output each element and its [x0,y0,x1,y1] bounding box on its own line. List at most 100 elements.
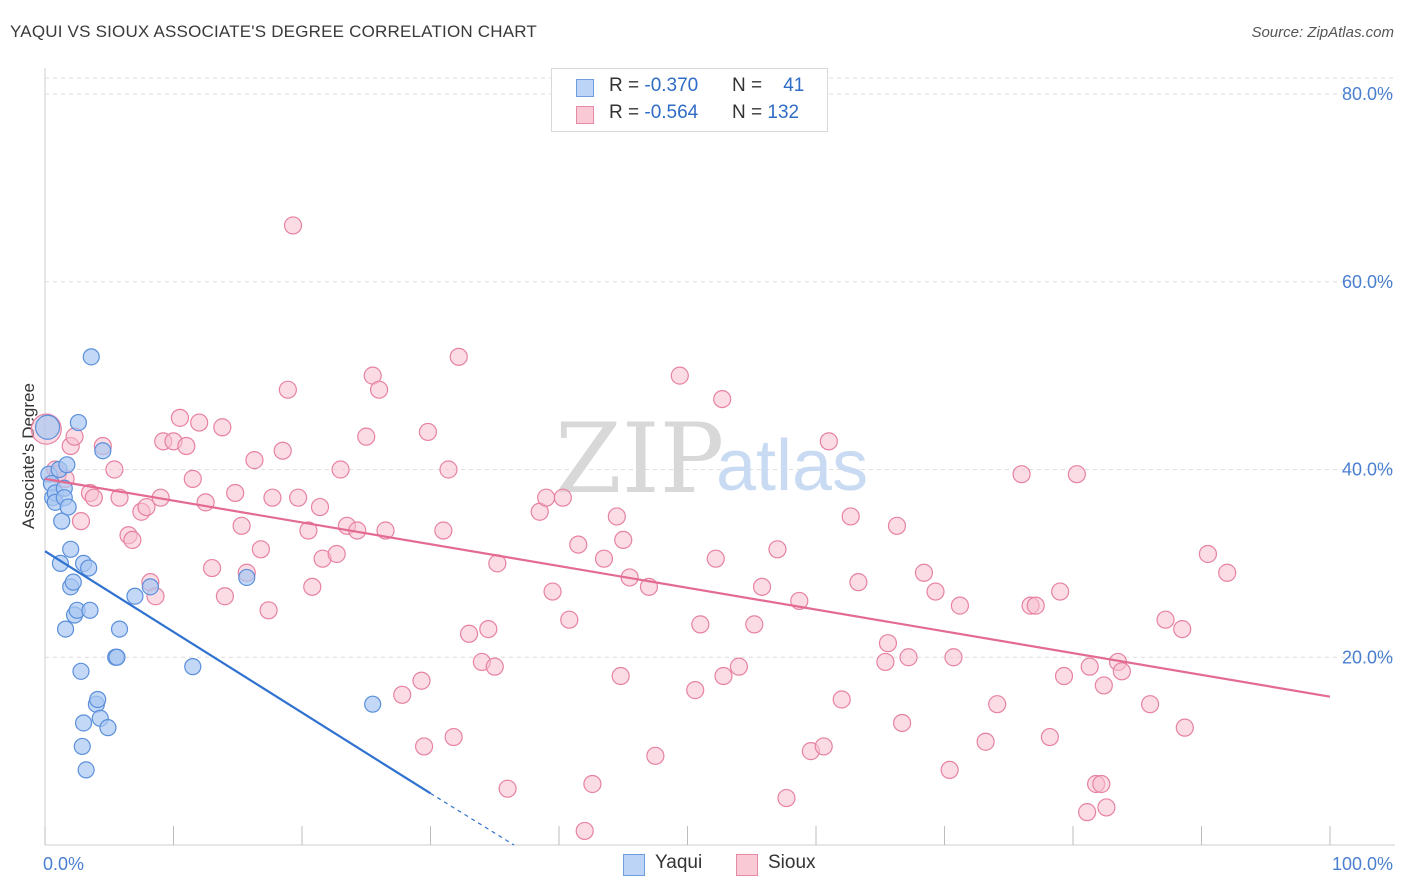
sioux-point [754,578,771,595]
y-tick-label: 80.0% [1342,84,1393,104]
stats-box: R = -0.370 N = 41 R = -0.564 N = 132 [551,68,828,132]
sioux-point [561,611,578,628]
sioux-point [554,489,571,506]
sioux-point [989,696,1006,713]
yaqui-point [65,574,81,590]
y-tick-label: 20.0% [1342,647,1393,667]
sioux-point [413,672,430,689]
sioux-point [106,461,123,478]
sioux-point [715,668,732,685]
yaqui-point [90,691,106,707]
sioux-point [290,489,307,506]
sioux-point [204,560,221,577]
sioux-point [233,517,250,534]
sioux-point [171,409,188,426]
yaqui-point [63,541,79,557]
stats-n-yaqui: N = 41 [732,75,804,97]
x-tick-labels: 0.0% 100.0% [43,854,1393,874]
sioux-point [595,550,612,567]
sioux-point [1068,466,1085,483]
sioux-point [915,564,932,581]
sioux-point [544,583,561,600]
yaqui-swatch-icon [576,79,594,97]
sioux-point [927,583,944,600]
sioux-point [216,588,233,605]
yaqui-point [74,738,90,754]
sioux-point [1027,597,1044,614]
sioux-point [538,489,555,506]
sioux-point [815,738,832,755]
sioux-point [945,649,962,666]
sioux-point [1113,663,1130,680]
yaqui-point [127,588,143,604]
sioux-point [850,574,867,591]
sioux-point [184,470,201,487]
yaqui-legend-icon [623,854,645,876]
sioux-point [260,602,277,619]
sioux-point [274,442,291,459]
sioux-point [264,489,281,506]
sioux-point [615,531,632,548]
sioux-point [894,714,911,731]
sioux-point [440,461,457,478]
yaqui-point [36,415,60,439]
sioux-point [450,348,467,365]
sioux-point [371,381,388,398]
sioux-point [692,616,709,633]
yaqui-point [95,443,111,459]
sioux-point [486,658,503,675]
sioux-point [461,625,478,642]
sioux-point [714,391,731,408]
sioux-point [671,367,688,384]
sioux-point [480,621,497,638]
stats-n-sioux: N = 132 [732,102,799,124]
sioux-point [1199,545,1216,562]
sioux-point [1041,729,1058,746]
yaqui-point [109,649,125,665]
sioux-point [576,822,593,839]
sioux-point [687,682,704,699]
sioux-point [570,536,587,553]
sioux-point [394,686,411,703]
stats-r-yaqui: R = -0.370 [609,75,698,97]
sioux-point [769,541,786,558]
y-tick-label: 40.0% [1342,460,1393,480]
sioux-point [584,775,601,792]
sioux-point [900,649,917,666]
sioux-point [612,668,629,685]
sioux-point [1079,804,1096,821]
scatter-chart: ZIP atlas 20.0%40.0%60.0%80.0% 0.0% 100.0… [0,0,1406,892]
sioux-point [72,513,89,530]
sioux-point [304,578,321,595]
sioux-point [246,452,263,469]
y-axis-label: Associate's Degree [19,383,38,529]
yaqui-point [83,349,99,365]
yaqui-point [81,560,97,576]
sioux-point [820,433,837,450]
sioux-point [1098,799,1115,816]
legend-label-sioux: Sioux [768,852,816,874]
yaqui-point [142,579,158,595]
sioux-point [227,484,244,501]
yaqui-point [185,659,201,675]
sioux-point [332,461,349,478]
yaqui-point [365,696,381,712]
sioux-point [1142,696,1159,713]
y-tick-labels: 20.0%40.0%60.0%80.0% [1342,84,1393,667]
sioux-point [1013,466,1030,483]
sioux-swatch-icon [576,106,594,124]
sioux-point [1157,611,1174,628]
yaqui-point [100,720,116,736]
sioux-point [178,438,195,455]
sioux-points [31,217,1235,839]
x-tick-label: 0.0% [43,854,84,874]
stats-r-sioux: R = -0.564 [609,102,698,124]
sioux-point [1081,658,1098,675]
legend-label-yaqui: Yaqui [655,852,702,874]
sioux-point [1093,775,1110,792]
sioux-point [608,508,625,525]
sioux-point [328,545,345,562]
sioux-point [445,729,462,746]
sioux-point [191,414,208,431]
sioux-point [877,653,894,670]
